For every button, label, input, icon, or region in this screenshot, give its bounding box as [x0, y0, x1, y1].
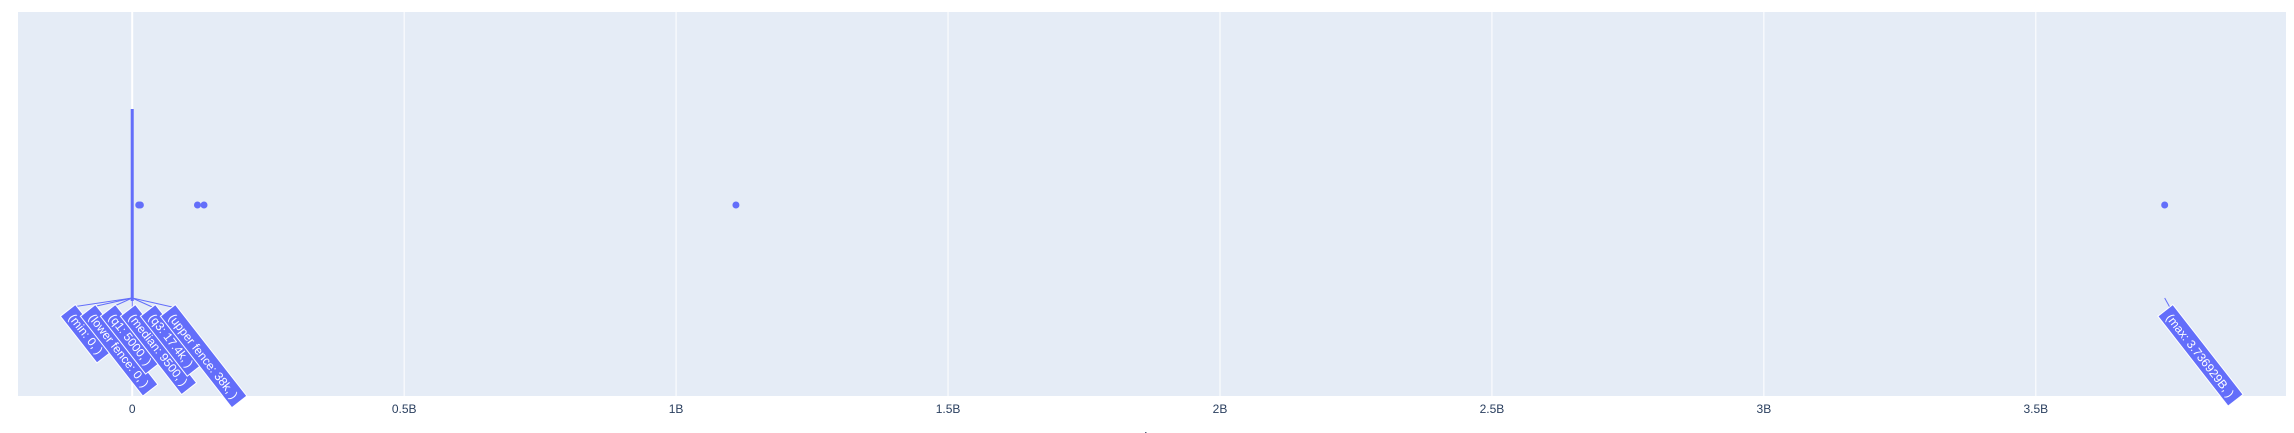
x-tick-label: 2.5B — [1480, 402, 1505, 416]
x-tick-label: 2B — [1213, 402, 1228, 416]
hover-label-box — [159, 303, 248, 409]
hover-leader-line — [132, 297, 173, 308]
outlier-point — [136, 201, 144, 209]
x-tick-label: 3.5B — [2023, 402, 2048, 416]
hover-leader-line — [72, 297, 133, 308]
outlier-point — [2161, 201, 2169, 209]
hover-label-box — [2157, 303, 2244, 407]
plot-background — [18, 12, 2286, 396]
outlier-point — [732, 201, 740, 209]
x-axis-title: price — [1132, 429, 1163, 433]
x-tick-label: 0 — [129, 402, 136, 416]
x-tick-label: 0.5B — [392, 402, 417, 416]
x-tick-label: 1B — [669, 402, 684, 416]
x-tick-label: 1.5B — [936, 402, 961, 416]
hover-leader-line — [2164, 297, 2171, 308]
outlier-point — [193, 201, 201, 209]
outlier-points — [135, 201, 2169, 209]
hover-leader-line — [132, 297, 153, 308]
outlier-point — [200, 201, 208, 209]
x-axis-ticks: 0 0.5B 1B 1.5B 2B 2.5B 3B 3.5B — [129, 402, 2048, 416]
hover-labels: (min: 0, )(lower fence: 0, )(q1: 5000, )… — [59, 297, 2244, 409]
x-tick-label: 3B — [1757, 402, 1772, 416]
box-trace[interactable] — [130, 109, 134, 301]
